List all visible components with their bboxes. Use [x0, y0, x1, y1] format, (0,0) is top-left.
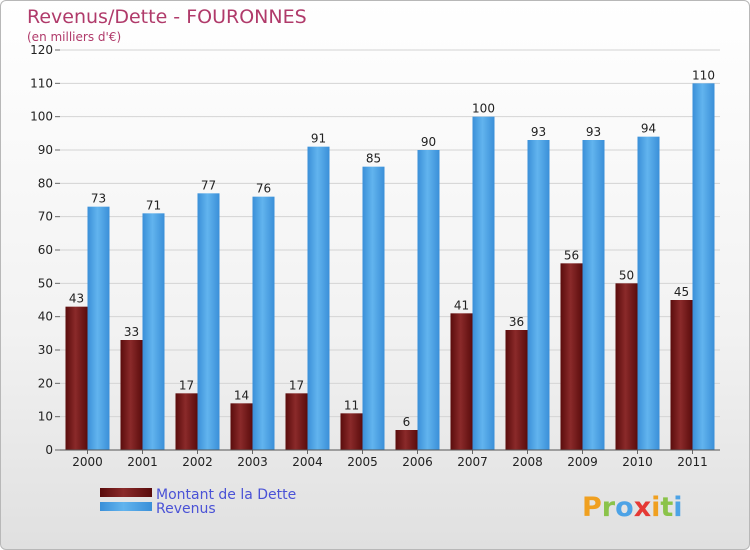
x-tick-label: 2008 — [512, 455, 543, 469]
bar-debt-2007 — [450, 313, 473, 450]
bar-revenue-2006 — [417, 150, 440, 450]
bar-revenue-2003 — [252, 196, 275, 450]
value-label-debt-2003: 14 — [234, 388, 249, 402]
legend: Montant de la Dette Revenus — [100, 487, 296, 517]
value-label-debt-2007: 41 — [454, 298, 469, 312]
logo-letter: i — [673, 492, 682, 523]
legend-label-debt: Montant de la Dette — [156, 487, 296, 503]
value-label-revenue-2009: 93 — [586, 125, 601, 139]
bar-revenue-2011 — [692, 83, 715, 450]
bar-debt-2009 — [560, 263, 583, 450]
y-tick-label: 90 — [38, 143, 53, 157]
bar-revenue-2009 — [582, 140, 605, 450]
value-label-revenue-2007: 100 — [472, 102, 495, 116]
y-tick-label: 50 — [38, 276, 53, 290]
bar-debt-2005 — [340, 413, 363, 450]
y-tick-label: 60 — [38, 243, 53, 257]
value-labels: 43 73 33 71 17 77 14 76 17 91 11 85 6 90 41 100 36 93 56 93… — [69, 68, 715, 429]
bar-debt-2006 — [395, 430, 418, 450]
bar-revenue-2010 — [637, 136, 660, 450]
x-tick-label: 2000 — [72, 455, 103, 469]
y-tick-label: 20 — [38, 376, 53, 390]
value-label-debt-2011: 45 — [674, 285, 689, 299]
bar-revenue-2000 — [87, 206, 110, 450]
bar-debt-2008 — [505, 330, 528, 450]
y-axis-ticks: 0 10 20 30 40 50 60 70 80 90 100 110 120 — [30, 43, 60, 457]
value-label-debt-2000: 43 — [69, 292, 84, 306]
logo-letter: x — [634, 492, 651, 523]
bars — [65, 83, 715, 451]
y-tick-label: 10 — [38, 410, 53, 424]
y-tick-label: 120 — [30, 43, 53, 57]
bar-revenue-2004 — [307, 146, 330, 450]
value-label-debt-2008: 36 — [509, 315, 524, 329]
proxiti-logo: Proxiti — [582, 492, 683, 523]
bar-debt-2003 — [230, 403, 253, 450]
logo-letter: o — [615, 492, 634, 523]
x-tick-label: 2002 — [182, 455, 213, 469]
x-tick-label: 2011 — [677, 455, 708, 469]
bar-debt-2011 — [670, 300, 693, 450]
x-tick-label: 2004 — [292, 455, 323, 469]
chart-subtitle: (en milliers d'€) — [27, 30, 121, 44]
logo-letter: P — [582, 492, 602, 523]
value-label-debt-2005: 11 — [344, 398, 359, 412]
bar-debt-2004 — [285, 393, 308, 450]
legend-label-revenue: Revenus — [156, 501, 216, 517]
x-tick-label: 2003 — [237, 455, 268, 469]
bar-revenue-2005 — [362, 166, 385, 450]
logo-letter: t — [660, 492, 673, 523]
value-label-revenue-2005: 85 — [366, 152, 381, 166]
bar-debt-2000 — [65, 306, 88, 450]
x-tick-label: 2010 — [622, 455, 653, 469]
y-tick-label: 80 — [38, 176, 53, 190]
value-label-revenue-2004: 91 — [311, 132, 326, 146]
y-tick-label: 30 — [38, 343, 53, 357]
y-tick-label: 40 — [38, 310, 53, 324]
value-label-revenue-2006: 90 — [421, 135, 436, 149]
bar-revenue-2007 — [472, 116, 495, 451]
value-label-revenue-2001: 71 — [146, 198, 161, 212]
bar-revenue-2008 — [527, 140, 550, 450]
y-tick-label: 70 — [38, 210, 53, 224]
value-label-debt-2006: 6 — [403, 415, 411, 429]
bar-revenue-2002 — [197, 193, 220, 451]
bar-debt-2002 — [175, 393, 198, 450]
x-tick-label: 2001 — [127, 455, 158, 469]
chart-title: Revenus/Dette - FOURONNES — [27, 6, 307, 28]
value-label-debt-2010: 50 — [619, 268, 634, 282]
legend-swatch-revenue — [100, 502, 152, 511]
bar-debt-2010 — [615, 283, 638, 450]
x-tick-label: 2007 — [457, 455, 488, 469]
value-label-debt-2009: 56 — [564, 248, 579, 262]
y-tick-label: 0 — [45, 443, 53, 457]
bar-debt-2001 — [120, 340, 143, 450]
value-label-debt-2001: 33 — [124, 325, 139, 339]
logo-letter: i — [651, 492, 660, 523]
logo-letter: r — [602, 492, 616, 523]
value-label-revenue-2003: 76 — [256, 182, 271, 196]
value-label-revenue-2000: 73 — [91, 192, 106, 206]
y-tick-label: 110 — [30, 76, 53, 90]
value-label-revenue-2008: 93 — [531, 125, 546, 139]
legend-swatch-debt — [100, 488, 152, 497]
value-label-revenue-2010: 94 — [641, 122, 656, 136]
x-axis-ticks: 2000 2001 2002 2003 2004 2005 2006 2007 2008 2009… — [72, 450, 708, 469]
value-label-debt-2004: 17 — [289, 378, 304, 392]
value-label-revenue-2002: 77 — [201, 178, 216, 192]
value-label-revenue-2011: 110 — [692, 68, 715, 82]
y-tick-label: 100 — [30, 110, 53, 124]
x-tick-label: 2005 — [347, 455, 378, 469]
bar-revenue-2001 — [142, 213, 165, 450]
x-tick-label: 2006 — [402, 455, 433, 469]
x-tick-label: 2009 — [567, 455, 598, 469]
value-label-debt-2002: 17 — [179, 378, 194, 392]
